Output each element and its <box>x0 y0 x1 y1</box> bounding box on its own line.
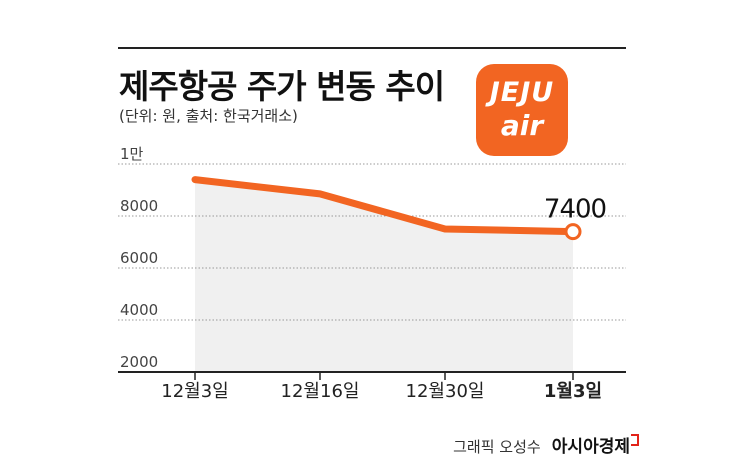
y-tick-label: 6000 <box>120 249 158 267</box>
chart-title: 제주항공 주가 변동 추이 <box>119 67 445 106</box>
logo-text-line2: air <box>500 109 544 142</box>
y-tick-label: 1만 <box>120 145 144 163</box>
brand-mark-icon <box>631 434 639 446</box>
x-tick-label: 12월3일 <box>161 381 228 402</box>
publisher-brand: 아시아경제 <box>551 437 630 457</box>
x-tick-label: 12월16일 <box>281 381 360 402</box>
jeju-air-logo: JEJU air <box>476 64 568 156</box>
top-rule <box>118 47 626 49</box>
price-line <box>191 176 577 236</box>
area-fill <box>195 179 573 372</box>
chart-subtitle: (단위: 원, 출처: 한국거래소) <box>119 107 298 125</box>
y-tick-label: 4000 <box>120 301 158 319</box>
last-point-marker <box>564 223 582 241</box>
x-tick-label: 12월30일 <box>406 381 485 402</box>
graphic-credit: 그래픽 오성수 <box>453 438 541 456</box>
x-tick-label: 1월3일 <box>544 381 602 402</box>
y-tick-label: 2000 <box>120 353 158 371</box>
logo-text-line1: JEJU <box>489 77 555 108</box>
footer: 그래픽 오성수 아시아경제 <box>453 432 639 457</box>
last-value-label: 7400 <box>544 195 606 225</box>
y-tick-label: 8000 <box>120 197 158 215</box>
